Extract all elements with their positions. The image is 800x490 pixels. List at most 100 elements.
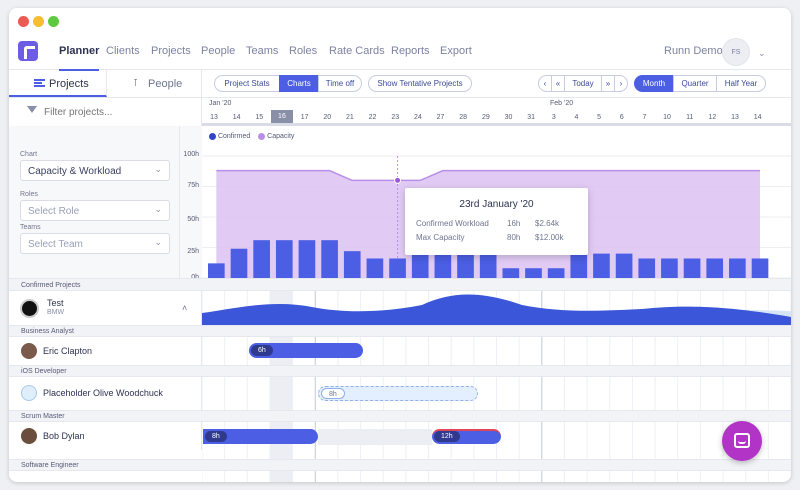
tab-people[interactable]: ⊺ People <box>107 70 202 97</box>
day-label: 4 <box>574 114 579 121</box>
chart-label: Chart <box>20 151 38 158</box>
time-off-button[interactable]: Time off <box>318 75 362 92</box>
quarter-button[interactable]: Quarter <box>673 75 717 92</box>
double-chevron-right-icon[interactable]: » <box>601 75 615 92</box>
day-label: 28 <box>459 114 468 121</box>
maximize-window-button[interactable] <box>48 16 59 27</box>
nav-planner[interactable]: Planner <box>59 45 100 71</box>
nav-teams[interactable]: Teams <box>246 45 279 57</box>
confirmed-bar <box>525 268 542 278</box>
project-stats-button[interactable]: Project Stats <box>214 75 280 92</box>
confirmed-bar <box>751 258 769 278</box>
chat-button[interactable] <box>722 421 762 461</box>
chevron-down-icon: ⌄ <box>154 164 162 174</box>
y-tick-label: 0h <box>191 274 199 281</box>
nav-reports[interactable]: Reports <box>391 45 430 57</box>
y-tick-label: 25h <box>187 248 199 255</box>
bmw-logo-icon <box>20 299 39 318</box>
nav-people[interactable]: People <box>201 45 236 57</box>
confirmed-bar <box>208 263 225 278</box>
tentative-assignment-bar[interactable]: 8h <box>318 386 478 401</box>
day-label: 3 <box>551 114 556 121</box>
title-bar <box>9 8 791 36</box>
day-label: 29 <box>481 114 490 121</box>
tooltip-row-hours: 16h <box>507 219 521 228</box>
hover-point <box>394 176 402 184</box>
day-label: 7 <box>642 114 647 121</box>
chart-legend: Confirmed Capacity <box>209 133 294 140</box>
nav-rate-cards[interactable]: Rate Cards <box>329 45 385 57</box>
capacity-workload-chart: Confirmed Capacity 23rd January '20 Conf… <box>202 126 791 279</box>
day-label: 13 <box>731 114 739 121</box>
confirmed-bar <box>366 258 384 278</box>
runn-logo-icon[interactable] <box>18 41 38 61</box>
legend-confirmed-label: Confirmed <box>217 133 251 140</box>
chevron-right-icon[interactable]: › <box>614 75 628 92</box>
teams-label: Teams <box>20 224 41 231</box>
today-button[interactable]: Today <box>564 75 602 92</box>
day-header: 13 14 15 16 17 20 21 22 23 24 27 28 29 30 31 3 4 5 6 7 10 11 1… <box>202 110 791 126</box>
confirmed-bar <box>434 248 452 278</box>
assignment-bar[interactable]: 6h <box>249 343 363 358</box>
person-row-placeholder[interactable]: Placeholder Olive Woodchuck <box>9 377 202 410</box>
confirmed-bar <box>389 258 406 278</box>
day-label: 5 <box>597 114 602 121</box>
confirmed-bar <box>321 240 338 278</box>
filter-icon[interactable] <box>27 106 37 113</box>
confirmed-bar <box>547 268 565 278</box>
project-row-test[interactable]: Test BMW ˄ <box>9 291 202 325</box>
assignment-hours: 8h <box>205 431 227 442</box>
person-row-eric-clapton[interactable]: Eric Clapton <box>9 337 202 365</box>
person-row-bob-dylan[interactable]: Bob Dylan <box>9 422 202 450</box>
day-label: 14 <box>232 114 241 121</box>
confirmed-bar <box>502 268 520 278</box>
account-name[interactable]: Runn Demo <box>664 45 723 57</box>
charts-button[interactable]: Charts <box>279 75 319 92</box>
y-tick-label: 100h <box>183 151 199 158</box>
sparkline-workload-area <box>202 294 791 325</box>
role-select[interactable]: Select Role ⌄ <box>20 200 170 221</box>
tab-projects[interactable]: Projects <box>9 70 107 97</box>
placeholder-avatar <box>21 385 37 401</box>
nav-roles[interactable]: Roles <box>289 45 318 57</box>
filter-projects-input[interactable] <box>44 104 194 120</box>
team-select[interactable]: Select Team ⌄ <box>20 233 170 254</box>
share-icon: ⊺ <box>133 78 139 89</box>
project-name: Test <box>47 298 64 308</box>
nav-projects[interactable]: Projects <box>151 45 191 57</box>
assignment-bar[interactable]: 8h <box>203 429 318 444</box>
legend-capacity-label: Capacity <box>267 133 295 140</box>
month-button[interactable]: Month <box>634 75 674 92</box>
confirmed-bar <box>638 258 656 278</box>
chevron-left-icon[interactable]: ‹ <box>538 75 552 92</box>
chart-type-value: Capacity & Workload <box>28 166 122 177</box>
tab-people-label: People <box>148 78 183 90</box>
nav-clients[interactable]: Clients <box>106 45 140 57</box>
confirmed-bar <box>343 251 361 278</box>
role-header-software-engineer: Software Engineer <box>9 459 791 471</box>
show-tentative-button[interactable]: Show Tentative Projects <box>368 75 472 92</box>
day-label: 15 <box>255 114 264 121</box>
chevron-down-icon: ⌄ <box>154 204 162 214</box>
assignment-bar-overbooked[interactable]: 12h <box>432 429 501 444</box>
day-label: 24 <box>413 114 422 121</box>
half-year-button[interactable]: Half Year <box>716 75 766 92</box>
y-tick-label: 50h <box>187 216 199 223</box>
confirmed-bar <box>298 240 316 278</box>
chevron-down-icon[interactable]: ⌄ <box>758 48 766 58</box>
chevron-up-icon[interactable]: ˄ <box>182 303 188 313</box>
confirmed-bar <box>275 240 293 278</box>
avatar <box>21 343 37 359</box>
close-window-button[interactable] <box>18 16 29 27</box>
sidebar-tabs: Projects ⊺ People <box>9 70 202 98</box>
nav-export[interactable]: Export <box>440 45 472 57</box>
user-avatar[interactable]: FS <box>722 38 750 66</box>
role-header-business-analyst: Business Analyst <box>9 325 791 337</box>
assignment-hours: 6h <box>251 345 273 356</box>
minimize-window-button[interactable] <box>33 16 44 27</box>
day-label: 23 <box>391 114 400 121</box>
chart-type-select[interactable]: Capacity & Workload ⌄ <box>20 160 170 181</box>
double-chevron-left-icon[interactable]: « <box>551 75 565 92</box>
day-label: 17 <box>300 114 309 121</box>
confirmed-bar <box>729 258 746 278</box>
